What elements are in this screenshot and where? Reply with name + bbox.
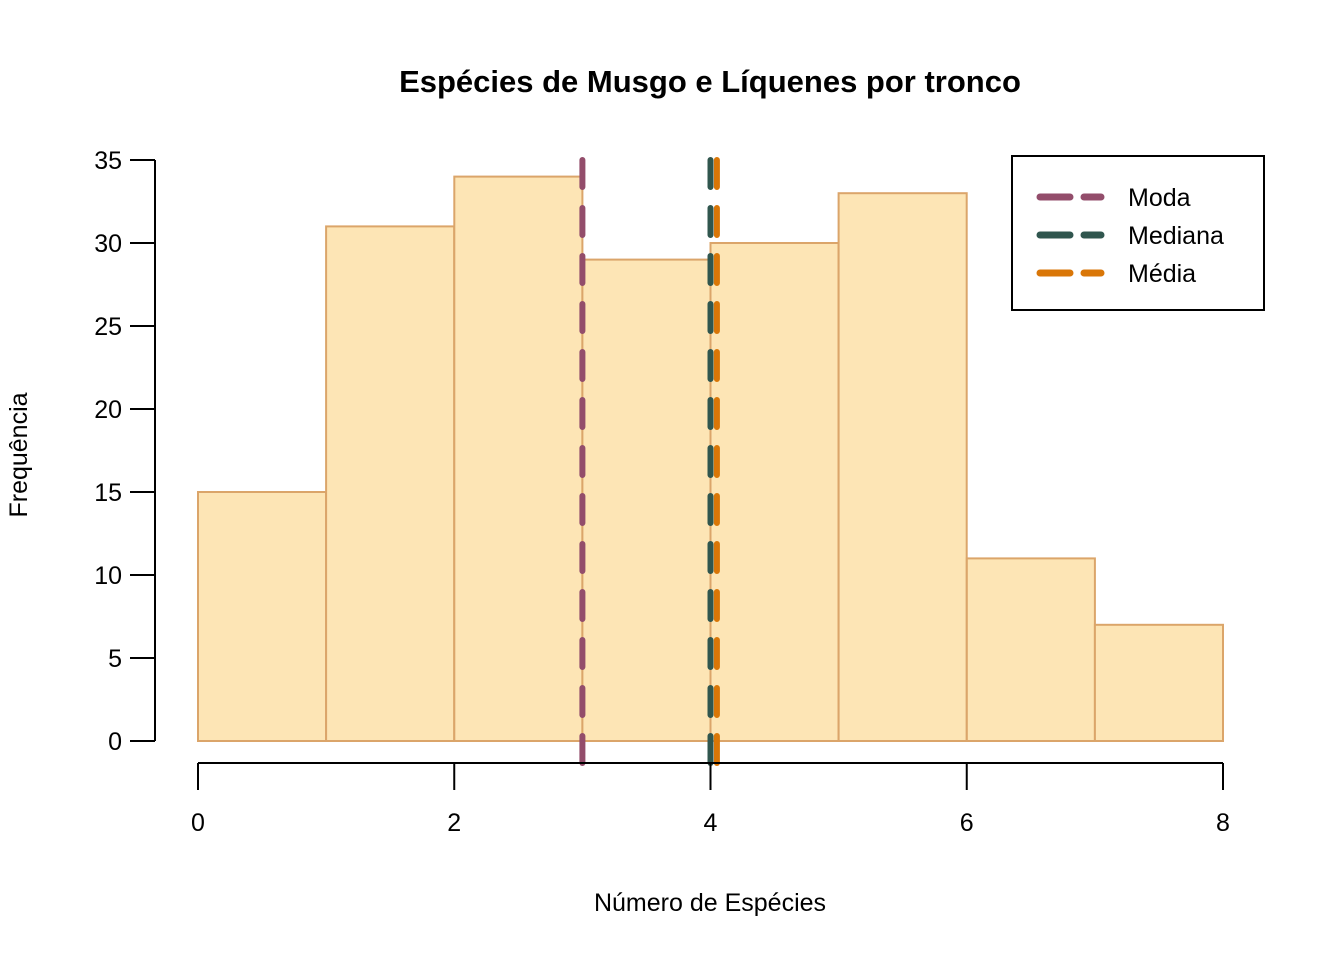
histogram-bar-3-4 — [581, 258, 712, 742]
histogram-bar-5-6 — [837, 192, 968, 742]
y-tick-label-25: 25 — [94, 313, 122, 341]
x-tick-label-8: 8 — [1216, 809, 1230, 837]
axes: 0 2 4 6 8 0 5 10 15 20 25 30 35 — [94, 147, 1230, 837]
chart-title: Espécies de Musgo e Líquenes por tronco — [399, 64, 1021, 99]
x-tick-label-0: 0 — [191, 809, 205, 837]
stat-lines — [579, 157, 720, 775]
legend: Moda Mediana Média — [1011, 155, 1265, 311]
y-axis-label: Frequência — [5, 392, 33, 517]
y-tick-label-10: 10 — [94, 562, 122, 590]
y-tick-label-0: 0 — [108, 728, 122, 756]
legend-label-mediana: Mediana — [1128, 222, 1224, 250]
legend-label-moda: Moda — [1128, 184, 1191, 212]
y-tick-label-35: 35 — [94, 147, 122, 175]
histogram-bar-6-7 — [965, 557, 1096, 743]
x-tick-label-6: 6 — [960, 809, 974, 837]
histogram-bar-1-2 — [325, 225, 456, 742]
histogram-bars — [197, 175, 1225, 743]
histogram-bar-2-3 — [453, 175, 584, 743]
legend-label-média: Média — [1128, 260, 1196, 288]
x-tick-label-2: 2 — [447, 809, 461, 837]
y-tick-label-5: 5 — [108, 645, 122, 673]
y-tick-label-15: 15 — [94, 479, 122, 507]
x-axis-label: Número de Espécies — [594, 889, 826, 917]
histogram-bar-4-5 — [709, 242, 840, 742]
histogram-bar-0-1 — [197, 491, 328, 742]
histogram-bar-7-8 — [1093, 623, 1225, 742]
y-tick-label-20: 20 — [94, 396, 122, 424]
y-tick-label-30: 30 — [94, 230, 122, 258]
x-tick-label-4: 4 — [704, 809, 718, 837]
